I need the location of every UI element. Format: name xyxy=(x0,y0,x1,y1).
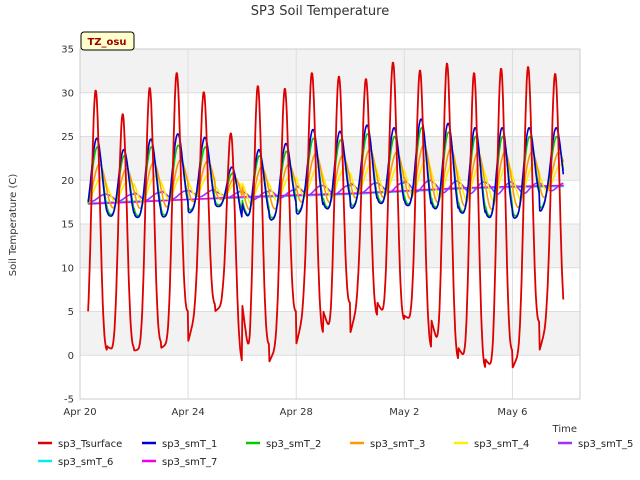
tz-badge-label: TZ_osu xyxy=(87,37,126,48)
series-layer xyxy=(87,61,565,369)
y-tick-label: 10 xyxy=(61,263,74,274)
legend: sp3_Tsurface sp3_smT_1 sp3_smT_2 sp3_smT_3 s… xyxy=(38,439,633,468)
y-tick-label: -5 xyxy=(64,395,74,406)
plot-frame xyxy=(79,48,581,400)
y-tick-label: 35 xyxy=(61,45,74,56)
tz-badge: TZ_osu xyxy=(80,31,135,51)
legend-label-sp3_smT_1: sp3_smT_1 xyxy=(162,439,217,450)
legend-label-sp3_smT_3: sp3_smT_3 xyxy=(370,439,425,450)
series-line-sp3_smT_4 xyxy=(87,159,564,204)
y-axis-ticks: -5 0 5 10 15 20 25 30 35 xyxy=(61,45,74,406)
y-tick-label: 5 xyxy=(68,307,74,318)
legend-label-sp3_Tsurface: sp3_Tsurface xyxy=(58,439,122,450)
x-tick-label: May 2 xyxy=(389,407,419,418)
x-tick-label: Apr 24 xyxy=(172,407,205,418)
legend-label-sp3_smT_2: sp3_smT_2 xyxy=(266,439,321,450)
y-tick-label: 20 xyxy=(61,176,74,187)
x-tick-label: May 6 xyxy=(497,407,527,418)
series-line-sp3_smT_3 xyxy=(87,144,565,211)
y-tick-label: 0 xyxy=(68,351,74,362)
x-axis-label: Time xyxy=(552,424,577,435)
legend-label-sp3_smT_6: sp3_smT_6 xyxy=(58,457,113,468)
y-tick-label: 15 xyxy=(61,220,74,231)
y-axis-label: Soil Temperature (C) xyxy=(8,174,19,277)
series-line-sp3_smT_1 xyxy=(87,118,565,221)
y-tick-label: 25 xyxy=(61,132,74,143)
x-tick-label: Apr 20 xyxy=(63,407,96,418)
tz-badge-box xyxy=(80,31,135,51)
chart-title: SP3 Soil Temperature xyxy=(251,4,389,19)
x-axis-ticks: Apr 20 Apr 24 Apr 28 May 2 May 6 xyxy=(63,407,527,418)
x-tick-label: Apr 28 xyxy=(280,407,313,418)
y-tick-label: 30 xyxy=(61,88,74,99)
series-line-sp3_Tsurface xyxy=(87,61,565,369)
legend-label-sp3_smT_5: sp3_smT_5 xyxy=(578,439,633,450)
legend-label-sp3_smT_4: sp3_smT_4 xyxy=(474,439,529,450)
plot-band xyxy=(80,49,580,93)
legend-label-sp3_smT_7: sp3_smT_7 xyxy=(162,457,217,468)
